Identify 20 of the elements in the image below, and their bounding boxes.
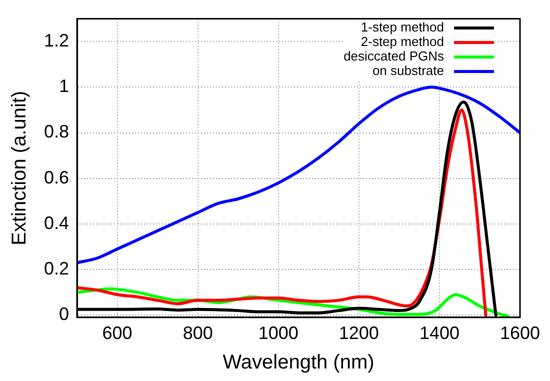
legend-label: on substrate (372, 63, 444, 78)
x-axis-title: Wavelength (nm) (222, 352, 374, 374)
y-tick-label: 1.2 (44, 30, 70, 51)
y-tick-label: 0.2 (44, 258, 70, 278)
x-tick-label: 600 (102, 323, 132, 344)
y-tick-label: 0.8 (44, 122, 70, 142)
legend-label: 1-step method (360, 20, 444, 35)
y-tick-label: 1 (59, 76, 70, 96)
x-tick-label: 1200 (338, 323, 379, 344)
legend-label: 2-step method (360, 34, 444, 50)
line-series (77, 86, 520, 264)
legend-label: desiccated PGNs (344, 48, 444, 64)
y-tick-label: 0.6 (44, 167, 70, 188)
x-tick-label: 1400 (419, 323, 460, 344)
y-tick-label: 0.4 (44, 212, 70, 233)
y-axis-title: Extinction (a.unit) (8, 90, 31, 246)
x-tick-label: 1000 (258, 323, 298, 344)
y-tick-label: 0 (59, 304, 70, 324)
x-tick-label: 800 (182, 323, 213, 344)
x-tick-label: 1600 (500, 323, 540, 344)
